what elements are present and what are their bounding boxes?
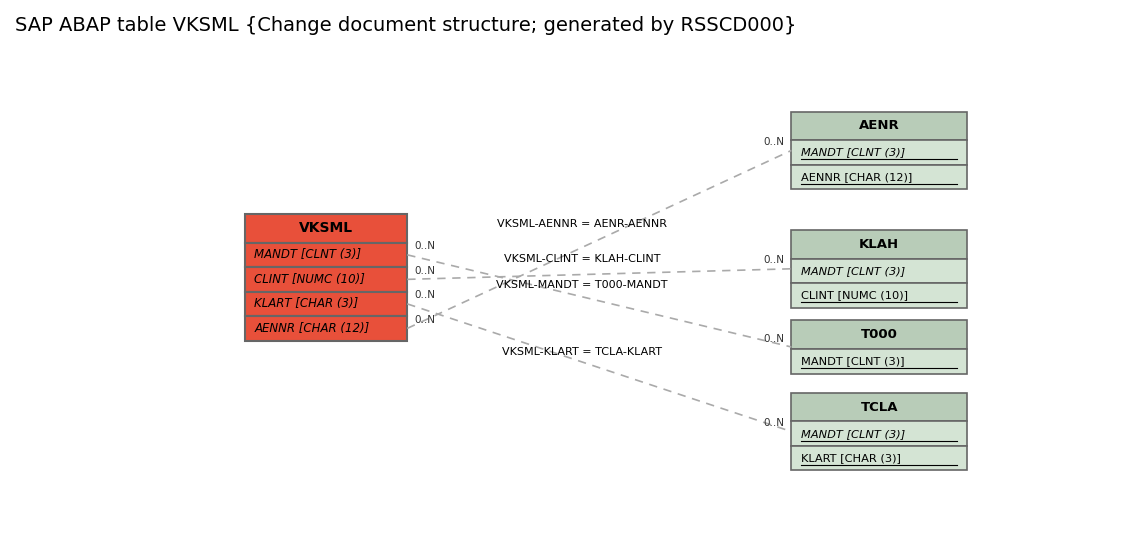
- Text: VKSML-AENNR = AENR-AENNR: VKSML-AENNR = AENR-AENNR: [496, 219, 666, 229]
- FancyBboxPatch shape: [792, 230, 968, 259]
- FancyBboxPatch shape: [245, 316, 407, 340]
- Text: T000: T000: [861, 328, 897, 341]
- FancyBboxPatch shape: [245, 243, 407, 267]
- Text: 0..N: 0..N: [764, 418, 784, 428]
- Text: MANDT [CLNT (3)]: MANDT [CLNT (3)]: [801, 148, 905, 158]
- FancyBboxPatch shape: [245, 267, 407, 292]
- Text: MANDT [CLNT (3)]: MANDT [CLNT (3)]: [801, 356, 904, 366]
- Text: KLART [CHAR (3)]: KLART [CHAR (3)]: [801, 453, 901, 463]
- Text: CLINT [NUMC (10)]: CLINT [NUMC (10)]: [801, 290, 908, 300]
- FancyBboxPatch shape: [245, 214, 407, 243]
- Text: 0..N: 0..N: [415, 242, 435, 251]
- Text: CLINT [NUMC (10)]: CLINT [NUMC (10)]: [255, 273, 365, 286]
- FancyBboxPatch shape: [792, 111, 968, 141]
- FancyBboxPatch shape: [792, 141, 968, 165]
- Text: VKSML-KLART = TCLA-KLART: VKSML-KLART = TCLA-KLART: [502, 347, 662, 357]
- Text: AENNR [CHAR (12)]: AENNR [CHAR (12)]: [255, 322, 369, 335]
- Text: 0..N: 0..N: [764, 255, 784, 265]
- FancyBboxPatch shape: [792, 321, 968, 349]
- Text: VKSML: VKSML: [299, 221, 353, 235]
- FancyBboxPatch shape: [792, 446, 968, 470]
- FancyBboxPatch shape: [792, 165, 968, 189]
- Text: 0..N: 0..N: [415, 266, 435, 276]
- Text: MANDT [CLNT (3)]: MANDT [CLNT (3)]: [801, 429, 905, 439]
- Text: 0..N: 0..N: [415, 290, 435, 300]
- Text: TCLA: TCLA: [860, 401, 898, 413]
- Text: MANDT [CLNT (3)]: MANDT [CLNT (3)]: [801, 266, 905, 276]
- FancyBboxPatch shape: [792, 283, 968, 307]
- Text: MANDT [CLNT (3)]: MANDT [CLNT (3)]: [255, 248, 361, 261]
- Text: 0..N: 0..N: [415, 315, 435, 325]
- Text: AENR: AENR: [859, 120, 900, 132]
- FancyBboxPatch shape: [245, 292, 407, 316]
- Text: KLART [CHAR (3)]: KLART [CHAR (3)]: [255, 298, 359, 310]
- FancyBboxPatch shape: [792, 393, 968, 422]
- FancyBboxPatch shape: [792, 349, 968, 374]
- Text: 0..N: 0..N: [764, 334, 784, 344]
- Text: SAP ABAP table VKSML {Change document structure; generated by RSSCD000}: SAP ABAP table VKSML {Change document st…: [15, 16, 796, 36]
- Text: VKSML-MANDT = T000-MANDT: VKSML-MANDT = T000-MANDT: [496, 281, 667, 290]
- FancyBboxPatch shape: [792, 422, 968, 446]
- Text: 0..N: 0..N: [764, 137, 784, 147]
- FancyBboxPatch shape: [792, 259, 968, 283]
- Text: VKSML-CLINT = KLAH-CLINT: VKSML-CLINT = KLAH-CLINT: [503, 254, 661, 264]
- Text: AENNR [CHAR (12)]: AENNR [CHAR (12)]: [801, 172, 912, 182]
- Text: KLAH: KLAH: [859, 238, 900, 251]
